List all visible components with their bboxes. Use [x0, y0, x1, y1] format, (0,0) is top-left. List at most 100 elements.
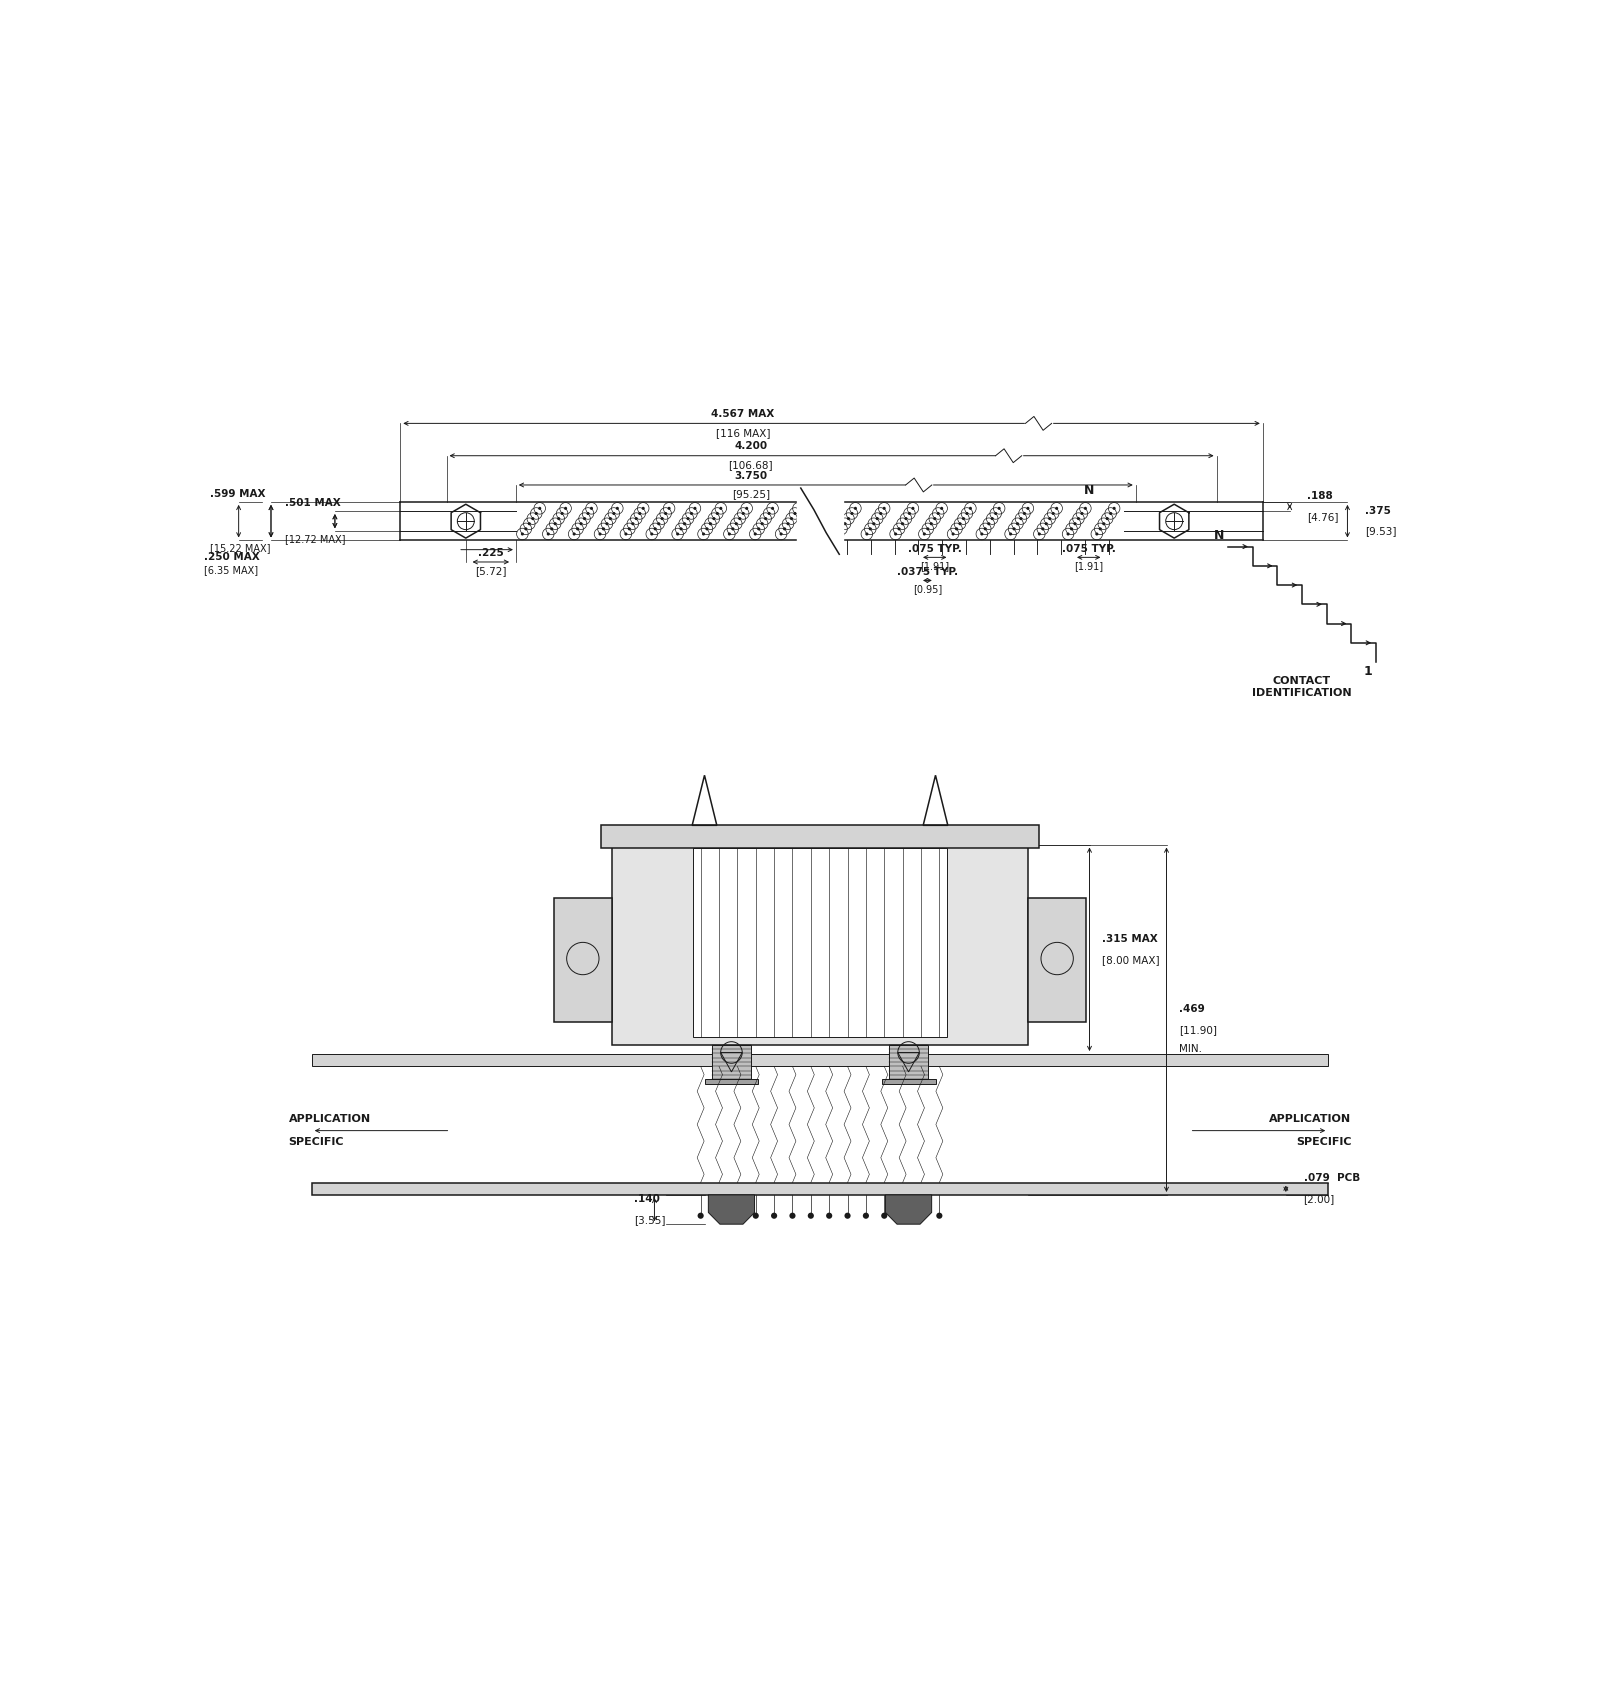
Bar: [312, 1055, 1328, 1067]
Circle shape: [933, 516, 936, 520]
Circle shape: [998, 506, 1000, 510]
Circle shape: [522, 533, 523, 535]
Circle shape: [1096, 533, 1098, 535]
Text: [4.76]: [4.76]: [1307, 511, 1339, 521]
Circle shape: [1042, 527, 1045, 530]
Text: .079  PCB: .079 PCB: [1304, 1173, 1360, 1183]
Circle shape: [605, 521, 608, 525]
Text: .501 MAX: .501 MAX: [285, 498, 341, 508]
Circle shape: [693, 506, 696, 510]
Circle shape: [576, 527, 579, 530]
Bar: [600, 824, 1040, 848]
Circle shape: [907, 511, 910, 515]
Text: .075 TYP.: .075 TYP.: [1062, 543, 1115, 554]
Text: [95.25]: [95.25]: [731, 489, 770, 499]
Circle shape: [680, 527, 683, 530]
Circle shape: [587, 511, 589, 515]
Text: .250 MAX: .250 MAX: [205, 552, 259, 562]
Circle shape: [715, 511, 718, 515]
Circle shape: [851, 511, 853, 515]
Circle shape: [965, 511, 968, 515]
Circle shape: [1054, 506, 1058, 510]
Circle shape: [650, 533, 653, 535]
Circle shape: [918, 1212, 925, 1219]
Text: .315 MAX: .315 MAX: [1102, 935, 1157, 945]
Circle shape: [742, 511, 744, 515]
Bar: [882, 1080, 936, 1084]
Circle shape: [667, 506, 670, 510]
Circle shape: [898, 527, 901, 530]
Text: .075 TYP.: .075 TYP.: [907, 543, 962, 554]
Circle shape: [875, 516, 878, 520]
Circle shape: [661, 516, 664, 520]
Circle shape: [738, 516, 741, 520]
Text: 4.567 MAX: 4.567 MAX: [712, 410, 774, 420]
Circle shape: [525, 527, 528, 530]
Circle shape: [994, 511, 997, 515]
Circle shape: [1067, 533, 1070, 535]
Text: APPLICATION: APPLICATION: [1269, 1114, 1352, 1124]
Circle shape: [654, 527, 656, 530]
Circle shape: [554, 521, 557, 525]
Circle shape: [709, 521, 712, 525]
Text: [1.91]: [1.91]: [1074, 560, 1104, 571]
Circle shape: [952, 533, 955, 535]
Circle shape: [872, 521, 875, 525]
Circle shape: [638, 511, 642, 515]
Circle shape: [1045, 521, 1048, 525]
Circle shape: [1038, 533, 1042, 535]
Circle shape: [787, 521, 789, 525]
Bar: [704, 1080, 758, 1084]
Circle shape: [610, 516, 611, 520]
Text: MIN.: MIN.: [1179, 1045, 1202, 1055]
Circle shape: [866, 533, 869, 535]
Circle shape: [538, 506, 541, 510]
Circle shape: [894, 533, 898, 535]
Circle shape: [1026, 506, 1029, 510]
Text: [5.72]: [5.72]: [475, 565, 507, 576]
Circle shape: [862, 1212, 869, 1219]
Bar: [890, 1045, 928, 1080]
Circle shape: [797, 506, 800, 510]
Circle shape: [715, 1212, 722, 1219]
Circle shape: [1112, 506, 1115, 510]
Circle shape: [771, 506, 774, 510]
Circle shape: [1106, 516, 1109, 520]
Circle shape: [779, 533, 782, 535]
Text: [106.68]: [106.68]: [728, 460, 773, 471]
Text: [0.95]: [0.95]: [912, 584, 942, 594]
Circle shape: [616, 506, 619, 510]
Circle shape: [808, 1212, 814, 1219]
Circle shape: [1013, 527, 1016, 530]
Circle shape: [768, 511, 771, 515]
Circle shape: [686, 516, 690, 520]
Text: .188: .188: [1307, 491, 1333, 501]
Text: CONTACT
IDENTIFICATION: CONTACT IDENTIFICATION: [1253, 676, 1352, 698]
Bar: [712, 1045, 750, 1080]
Circle shape: [1109, 511, 1112, 515]
Text: .0375 TYP.: .0375 TYP.: [898, 567, 958, 577]
Text: [11.90]: [11.90]: [1179, 1026, 1218, 1034]
Circle shape: [941, 506, 944, 510]
Circle shape: [904, 516, 907, 520]
Circle shape: [840, 527, 843, 530]
Text: [2.00]: [2.00]: [1304, 1194, 1334, 1204]
Circle shape: [869, 527, 872, 530]
Circle shape: [590, 506, 594, 510]
Circle shape: [1099, 527, 1102, 530]
Text: [15.22 MAX]: [15.22 MAX]: [210, 543, 270, 554]
Text: [8.00 MAX]: [8.00 MAX]: [1102, 955, 1160, 965]
Text: N: N: [1214, 528, 1224, 542]
Text: [6.35 MAX]: [6.35 MAX]: [205, 565, 258, 576]
Text: SPECIFIC: SPECIFIC: [288, 1138, 344, 1148]
Circle shape: [560, 511, 563, 515]
Circle shape: [883, 506, 886, 510]
Circle shape: [754, 533, 757, 535]
Circle shape: [731, 527, 734, 530]
Circle shape: [1083, 506, 1086, 510]
Circle shape: [642, 506, 645, 510]
Circle shape: [1074, 521, 1077, 525]
Circle shape: [782, 527, 786, 530]
Circle shape: [712, 516, 715, 520]
Circle shape: [843, 521, 846, 525]
